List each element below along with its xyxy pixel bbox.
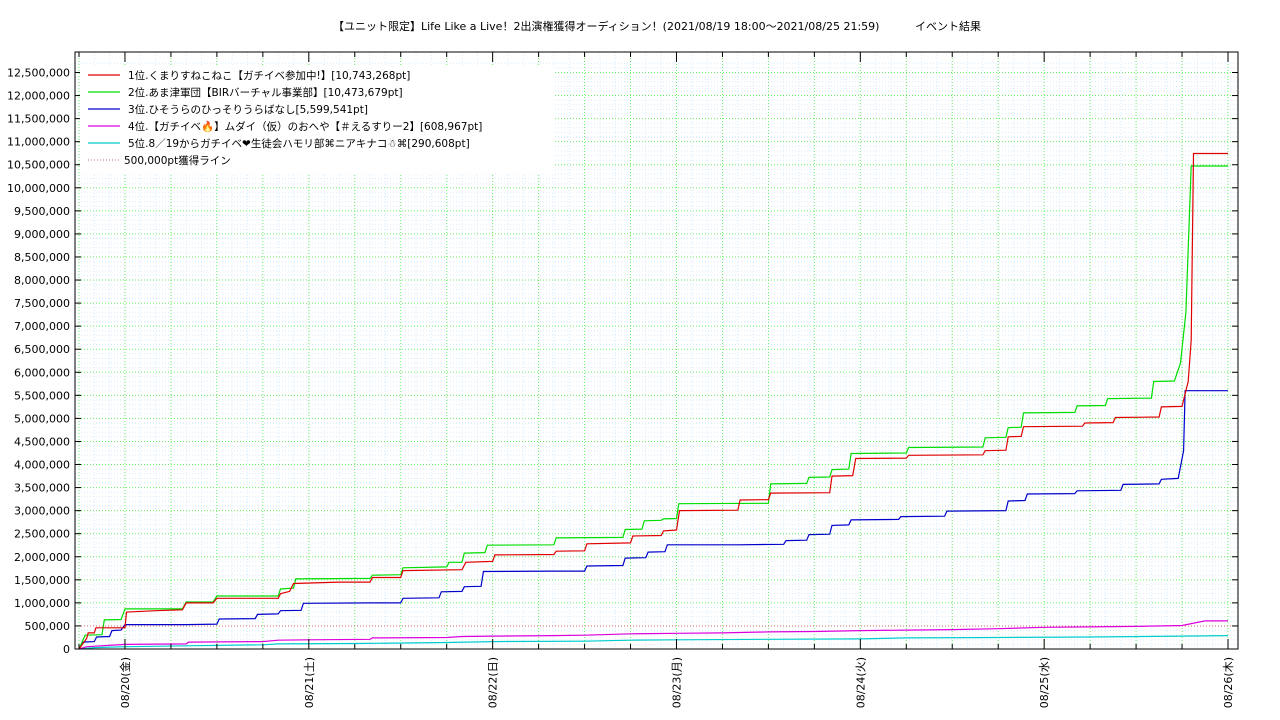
y-tick-label: 11,500,000: [7, 113, 70, 126]
y-tick-label: 9,000,000: [14, 228, 70, 241]
y-tick-label: 3,500,000: [14, 482, 70, 495]
series-line: [78, 635, 1229, 650]
y-tick-label: 8,000,000: [14, 274, 70, 287]
plot-frame: [74, 51, 1239, 650]
series-line: [78, 165, 1228, 650]
legend-label-threshold: 500,000pt獲得ライン: [124, 154, 231, 167]
x-axis: 08/20(金) 08/21(土) 08/22(日) 08/23(月) 08/24(火)…: [78, 52, 1235, 708]
x-tick-label: 08/25(水): [1038, 657, 1051, 708]
legend-label: 2位.あま津軍団【BIRバーチャル事業部】[10,473,679pt]: [128, 86, 403, 99]
legend-label: 4位.【ガチイベ🔥】ムダイ（仮）のおへや【＃えるすりー2】[608,967pt]: [128, 120, 482, 133]
y-tick-label: 1,000,000: [14, 597, 70, 610]
x-tick-label: 08/23(月): [670, 657, 683, 708]
y-tick-label: 12,000,000: [7, 90, 70, 103]
y-tick-label: 10,500,000: [7, 159, 70, 172]
y-tick-label: 7,500,000: [14, 297, 70, 310]
x-tick-label: 08/20(金): [118, 657, 132, 708]
y-tick-label: 8,500,000: [14, 251, 70, 264]
y-tick-label: 12,500,000: [7, 67, 70, 80]
legend-label: 5位.8／19からガチイベ❤生徒会ハモリ部⌘ニアキナコ☃⌘[290,608pt]: [128, 137, 470, 150]
series-line: [78, 390, 1228, 650]
y-tick-label: 7,000,000: [14, 320, 70, 333]
legend-background: [80, 66, 555, 174]
y-tick-label: 3,000,000: [14, 505, 70, 518]
y-tick-label: 10,000,000: [7, 182, 70, 195]
y-tick-label: 2,500,000: [14, 528, 70, 541]
x-tick-label: 08/22(日): [487, 657, 500, 708]
x-tick-label: 08/24(火): [854, 657, 867, 708]
y-tick-label: 500,000: [25, 620, 71, 633]
chart-title: 【ユニット限定】Life Like a Live！2出演権獲得オーディション！(…: [333, 19, 879, 33]
y-tick-label: 6,500,000: [14, 343, 70, 356]
y-tick-label: 0: [63, 643, 70, 656]
y-tick-label: 5,500,000: [14, 389, 70, 402]
y-tick-label: 2,000,000: [14, 551, 70, 564]
series-lines: [78, 152, 1229, 650]
y-tick-label: 5,000,000: [14, 412, 70, 425]
chart-subtitle: イベント結果: [915, 19, 981, 33]
x-tick-label: 08/21(土): [303, 657, 316, 708]
y-axis: 0 500,000 1,000,000 1,500,000 2,000,000 2,500…: [7, 67, 1238, 656]
y-tick-label: 4,500,000: [14, 435, 70, 448]
legend: 1位.くまりすねこねこ【ガチイベ参加中!】[10,743,268pt] 2位.あま…: [80, 66, 555, 174]
series-line: [78, 620, 1228, 650]
series-line: [78, 152, 1228, 650]
legend-label: 3位.ひそうらのひっそりうらばなし[5,599,541pt]: [128, 103, 368, 116]
y-tick-label: 1,500,000: [14, 574, 70, 587]
y-tick-label: 9,500,000: [14, 205, 70, 218]
x-tick-label: 08/26(木): [1222, 657, 1235, 708]
y-tick-label: 11,000,000: [7, 136, 70, 149]
y-tick-label: 6,000,000: [14, 366, 70, 379]
legend-label: 1位.くまりすねこねこ【ガチイベ参加中!】[10,743,268pt]: [128, 69, 410, 82]
y-tick-label: 4,000,000: [14, 459, 70, 472]
